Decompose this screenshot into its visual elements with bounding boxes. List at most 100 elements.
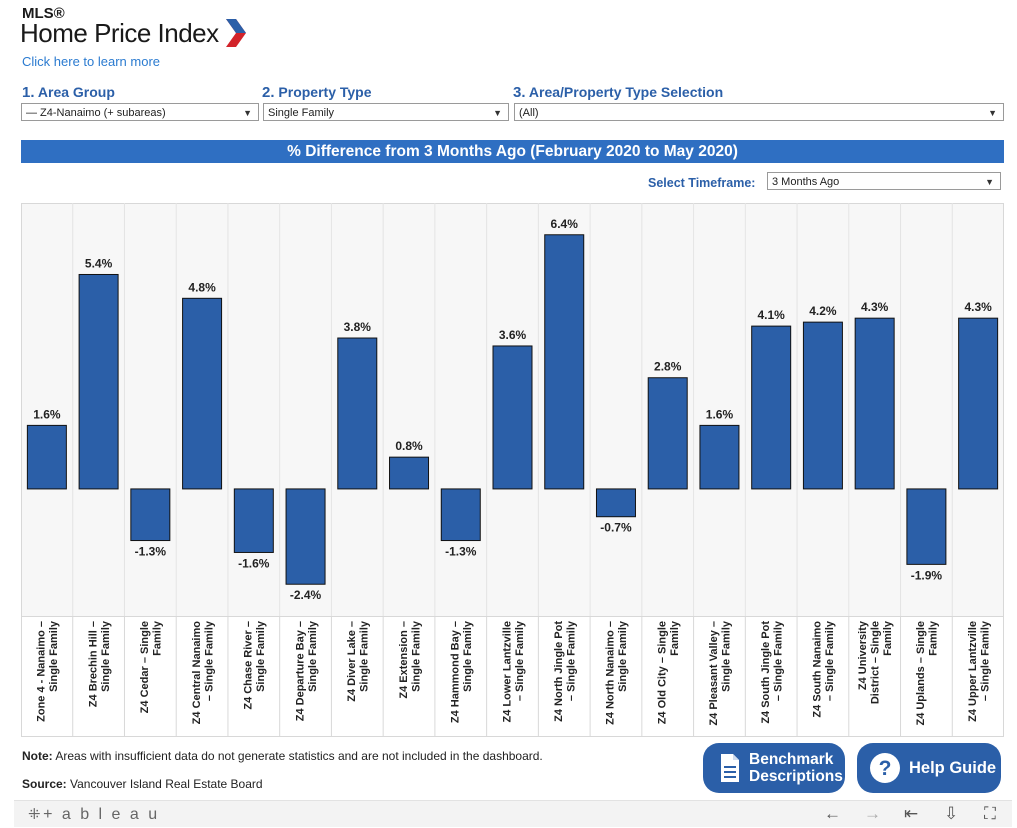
category-label: Single Family [359, 620, 371, 692]
category-label: Z4 Lower Lantzville [501, 621, 513, 722]
bar [285, 488, 326, 585]
dropdown-arrow-icon: ▼ [493, 108, 502, 118]
category-label: Single Family [255, 620, 267, 692]
download-icon[interactable]: ⇩ [944, 804, 959, 823]
category-label: Z4 Central Nanaimo [191, 621, 203, 725]
redo-icon[interactable]: → [864, 804, 881, 823]
data-label: 2.8% [654, 360, 682, 374]
data-label: 5.4% [85, 256, 113, 270]
data-label: -2.4% [290, 588, 322, 602]
bar [751, 325, 792, 490]
data-label: 0.8% [395, 439, 423, 453]
category-label: Single Family [307, 620, 319, 692]
timeframe-label: Select Timeframe: [648, 176, 756, 190]
tableau-crosses-icon: ⁜ [28, 806, 44, 823]
bar [854, 317, 895, 490]
category-label: Single Family [48, 620, 60, 692]
category-label: Z4 Brechin Hill – [87, 621, 99, 707]
data-label: 1.6% [706, 407, 734, 421]
bar [906, 488, 947, 565]
category-label: Z4 South Nanaimo [812, 621, 824, 718]
bar [337, 337, 378, 490]
dropdown-arrow-icon: ▼ [988, 108, 997, 118]
category-label: Z4 Cedar – Single [139, 621, 151, 713]
area-group-value: — Z4-Nanaimo (+ subareas) [26, 107, 166, 119]
document-icon [721, 754, 739, 782]
category-label: Family [882, 620, 894, 656]
category-label: Single Family [721, 620, 733, 692]
bar [492, 345, 533, 490]
data-label: 3.8% [344, 320, 372, 334]
bar [130, 488, 171, 542]
area-group-dropdown[interactable]: — Z4-Nanaimo (+ subareas) ▼ [21, 103, 259, 121]
question-icon: ? [870, 753, 900, 783]
note-text: Note: Areas with insufficient data do no… [22, 749, 543, 763]
revert-icon[interactable]: ⇤ [904, 804, 919, 823]
data-label: 4.1% [758, 308, 786, 322]
category-label: Z4 Uplands – Single [915, 621, 927, 726]
bar [647, 377, 688, 490]
chart-title-banner: % Difference from 3 Months Ago (February… [21, 140, 1004, 163]
category-label: Zone 4 - Nanaimo – [36, 621, 48, 722]
category-label: Z4 Upper Lantzville [967, 621, 979, 722]
fullscreen-icon[interactable]: ⛶ [984, 804, 996, 823]
data-label: -1.3% [445, 545, 477, 559]
timeframe-dropdown[interactable]: 3 Months Ago ▼ [767, 172, 1001, 190]
help-guide-button[interactable]: ? Help Guide [857, 743, 1001, 793]
category-label-area [21, 616, 1004, 737]
data-label: 3.6% [499, 328, 527, 342]
bar [958, 317, 999, 490]
bar [389, 456, 430, 490]
category-label: Single Family [462, 620, 474, 692]
svg-text:?: ? [879, 757, 892, 780]
tableau-toolbar: ⁜+ a b l e a u ← → ⇤ ⇩ ⛶ [14, 800, 1012, 827]
area-group-label: 1. Area Group [22, 84, 115, 101]
category-label: – Single Family [772, 620, 784, 701]
category-label: Z4 Diver Lake – [346, 621, 358, 702]
data-label: 1.6% [33, 407, 61, 421]
benchmark-label-line2: Descriptions [749, 768, 843, 785]
bar [182, 297, 223, 490]
bar [595, 488, 636, 518]
tableau-logo: ⁜+ a b l e a u [28, 806, 160, 823]
learn-more-link[interactable]: Click here to learn more [22, 54, 160, 69]
benchmark-label-line1: Benchmark [749, 751, 834, 768]
category-label: Z4 Old City – Single [656, 621, 668, 724]
category-label: Single Family [617, 620, 629, 692]
selection-value: (All) [519, 107, 539, 119]
category-label: Z4 Pleasant Valley – [708, 621, 720, 726]
bar [440, 488, 481, 542]
hpi-logo-icon [226, 19, 246, 47]
category-label: Family [669, 620, 681, 656]
dropdown-arrow-icon: ▼ [243, 108, 252, 118]
property-type-label: 2. Property Type [262, 84, 372, 101]
data-label: -1.6% [238, 556, 270, 570]
category-label: Z4 Hammond Bay – [450, 621, 462, 723]
benchmark-descriptions-button[interactable]: Benchmark Descriptions [703, 743, 845, 793]
bar [78, 273, 119, 490]
selection-dropdown[interactable]: (All) ▼ [514, 103, 1004, 121]
data-label: 4.3% [964, 300, 992, 314]
undo-icon[interactable]: ← [824, 804, 841, 823]
page-title: Home Price Index [20, 18, 219, 48]
bar [233, 488, 274, 553]
help-guide-label: Help Guide [909, 758, 997, 777]
category-label: District – Single [870, 621, 882, 704]
bar [699, 424, 740, 490]
data-label: -1.3% [135, 545, 167, 559]
source-text: Source: Vancouver Island Real Estate Boa… [22, 777, 263, 791]
category-label: Z4 University [857, 620, 869, 690]
property-type-dropdown[interactable]: Single Family ▼ [263, 103, 509, 121]
category-label: Z4 Chase River – [243, 621, 255, 710]
category-label: Z4 South Jingle Pot [760, 621, 772, 724]
data-label: -0.7% [600, 521, 632, 535]
dropdown-arrow-icon: ▼ [985, 177, 994, 187]
bar [544, 234, 585, 490]
data-label: 4.3% [861, 300, 889, 314]
timeframe-value: 3 Months Ago [772, 176, 840, 188]
category-label: – Single Family [565, 620, 577, 701]
property-type-value: Single Family [268, 107, 335, 119]
data-label: 4.2% [809, 304, 837, 318]
category-label: – Single Family [203, 620, 215, 701]
mls-label: MLS® [22, 5, 65, 22]
